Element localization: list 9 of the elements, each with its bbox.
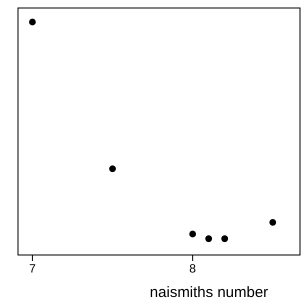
point [269, 219, 276, 226]
x-tick-label: 7 [29, 262, 36, 276]
point [189, 230, 196, 238]
point [221, 235, 228, 242]
x-tick-label: 8 [189, 262, 196, 276]
point [109, 165, 116, 172]
point [205, 235, 212, 242]
x-axis-title: naismiths number [150, 284, 268, 301]
point [29, 18, 36, 26]
